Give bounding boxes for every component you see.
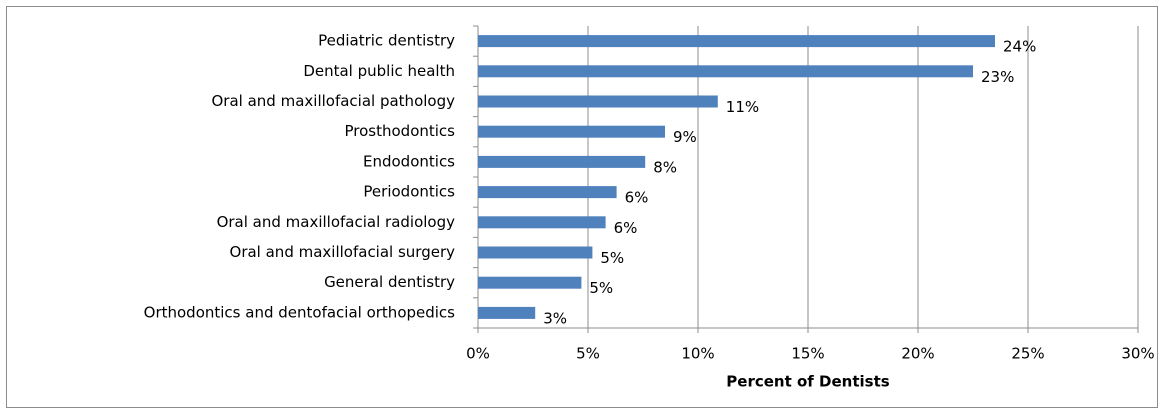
data-label: 5%	[589, 279, 613, 297]
x-tick-label: 30%	[1121, 345, 1154, 363]
data-label: 3%	[543, 309, 567, 327]
bar	[478, 95, 718, 108]
y-tick-label: Oral and maxillofacial surgery	[230, 243, 456, 261]
x-tick-label: 5%	[576, 345, 600, 363]
y-tick-label: Pediatric dentistry	[318, 32, 455, 50]
y-tick-label: Oral and maxillofacial radiology	[217, 213, 456, 231]
data-label: 6%	[625, 189, 649, 207]
data-label: 23%	[981, 68, 1014, 86]
data-label: 11%	[726, 98, 759, 116]
y-tick-label: Periodontics	[363, 183, 455, 201]
data-label: 24%	[1003, 38, 1036, 56]
x-tick-label: 10%	[681, 345, 714, 363]
y-tick-label: Oral and maxillofacial pathology	[212, 92, 456, 110]
x-tick-label: 0%	[466, 345, 490, 363]
y-tick-label: General dentistry	[324, 273, 455, 291]
y-tick-label: Endodontics	[363, 152, 455, 170]
data-label: 8%	[653, 158, 677, 176]
bar	[478, 35, 995, 48]
y-tick-label: Dental public health	[303, 62, 455, 80]
x-tick-label: 25%	[1011, 345, 1044, 363]
y-tick-label: Orthodontics and dentofacial orthopedics	[144, 303, 456, 321]
y-tick-label: Prosthodontics	[345, 122, 456, 140]
x-tick-label: 15%	[791, 345, 824, 363]
x-axis-label: Percent of Dentists	[726, 373, 889, 391]
x-tick-label: 20%	[901, 345, 934, 363]
data-label: 5%	[600, 249, 624, 267]
bar	[478, 155, 646, 168]
data-label: 9%	[673, 128, 697, 146]
data-label: 6%	[614, 219, 638, 237]
bar	[478, 216, 606, 229]
bar	[478, 125, 665, 138]
bar	[478, 65, 973, 78]
bar	[478, 306, 536, 319]
bar	[478, 276, 582, 289]
bar	[478, 246, 593, 259]
bar	[478, 186, 617, 199]
